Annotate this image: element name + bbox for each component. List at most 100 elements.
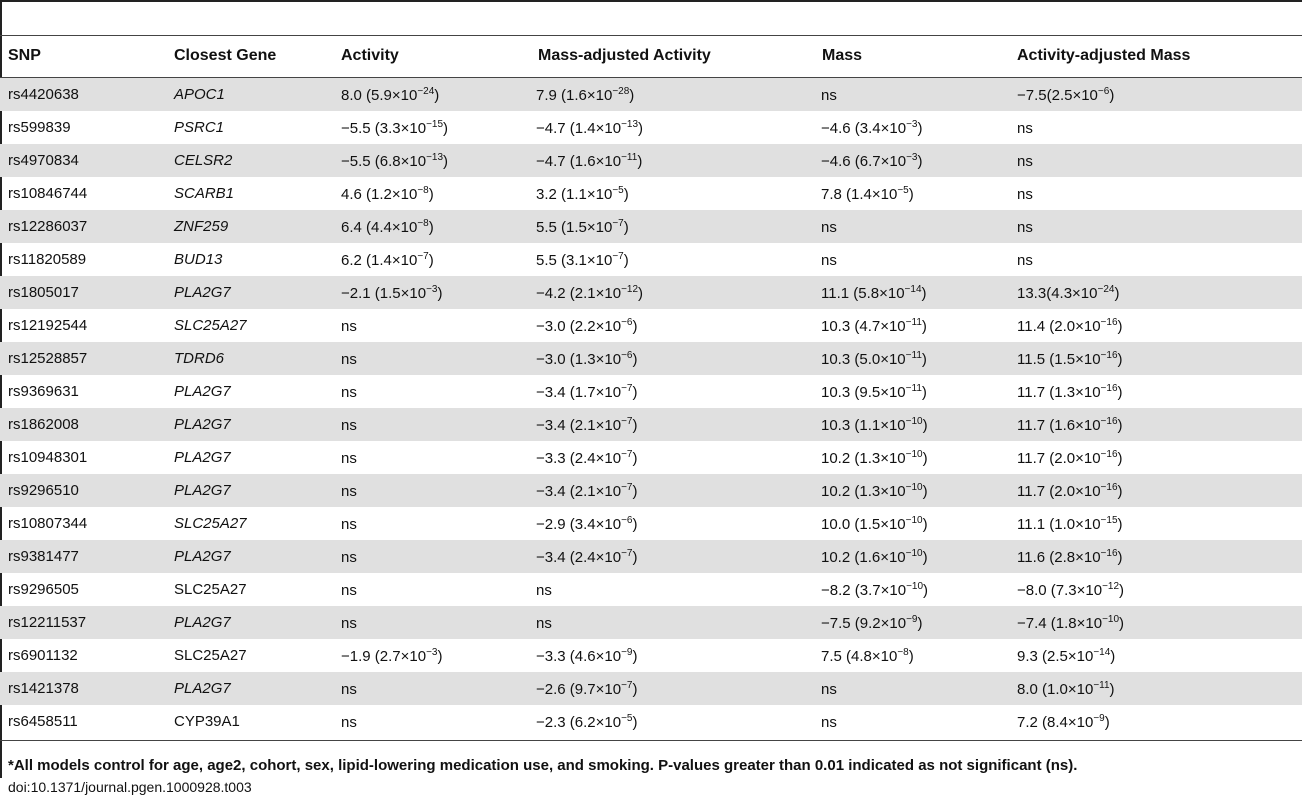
cell-gene-text: PLA2G7 xyxy=(174,614,231,631)
cell-activity-exponent: −24 xyxy=(417,85,435,97)
cell-activity: −2.1 (1.5×10−3) xyxy=(341,276,536,309)
cell-mass-text: 10.2 (1.3×10 xyxy=(821,449,906,467)
cell-activity-adjusted-mass-exponent: −16 xyxy=(1100,547,1118,559)
cell-activity-adjusted-mass: 11.5 (1.5×10−16) xyxy=(1017,342,1302,375)
cell-mass-exponent: −10 xyxy=(905,514,923,526)
cell-mass-adjusted-activity-exponent: −6 xyxy=(621,316,633,328)
cell-activity-adjusted-mass: ns xyxy=(1017,111,1302,144)
cell-activity: −1.9 (2.7×10−3) xyxy=(341,646,443,665)
cell-activity: ns xyxy=(341,474,536,507)
cell-gene-text: CELSR2 xyxy=(174,152,233,169)
cell-activity-adjusted-mass-text: 11.5 (1.5×10 xyxy=(1017,350,1101,368)
cell-gene-text: PLA2G7 xyxy=(174,680,231,697)
cell-snp: rs12528857 xyxy=(0,342,174,375)
cell-activity-text: ns xyxy=(341,383,357,401)
cell-mass-adjusted-activity: ns xyxy=(536,606,821,639)
cell-gene: PLA2G7 xyxy=(174,375,341,408)
cell-mass-adjusted-activity-text: 5.5 (1.5×10 xyxy=(536,218,613,236)
table-row: rs599839 PSRC1 −5.5 (3.3×10−15) −4.7 (1.4×1… xyxy=(0,111,1302,144)
cell-mass-adjusted-activity-text: −3.3 (4.6×10 xyxy=(536,647,622,665)
cell-activity-adjusted-mass-text: −7.5(2.5×10 xyxy=(1017,86,1098,104)
left-border xyxy=(0,0,2,778)
cell-snp-text: rs1805017 xyxy=(8,284,79,301)
footnote: *All models control for age, age2, cohor… xyxy=(8,757,1078,774)
cell-mass-adjusted-activity-exponent: −7 xyxy=(621,679,633,691)
cell-activity-adjusted-mass-text: 11.7 (2.0×10 xyxy=(1017,482,1101,500)
cell-mass-text: −7.5 (9.2×10 xyxy=(821,614,907,632)
cell-mass-adjusted-activity-text: −3.4 (2.1×10 xyxy=(536,482,622,500)
cell-gene: SLC25A27 xyxy=(174,309,341,342)
cell-snp: rs1421378 xyxy=(0,672,174,705)
cell-activity-adjusted-mass-exponent: −16 xyxy=(1100,481,1118,493)
cell-snp-text: rs12211537 xyxy=(8,614,87,631)
cell-gene: PLA2G7 xyxy=(174,606,341,639)
cell-mass-adjusted-activity-exponent: −7 xyxy=(621,448,633,460)
cell-mass-adjusted-activity: 3.2 (1.1×10−5) xyxy=(536,184,629,203)
cell-activity: ns xyxy=(341,705,536,738)
cell-activity-adjusted-mass-text: ns xyxy=(1017,119,1033,137)
cell-activity-adjusted-mass-exponent: −16 xyxy=(1100,349,1118,361)
table-row: rs10846744 SCARB1 4.6 (1.2×10−8) 3.2 (1.1×1… xyxy=(0,177,1302,210)
cell-snp: rs599839 xyxy=(0,111,174,144)
cell-snp: rs9296510 xyxy=(0,474,174,507)
cell-mass-text: 7.8 (1.4×10 xyxy=(821,185,898,203)
cell-mass: ns xyxy=(821,210,1017,243)
cell-mass-adjusted-activity-exponent: −7 xyxy=(612,217,624,229)
cell-mass-adjusted-activity: 5.5 (1.5×10−7) xyxy=(536,210,821,243)
cell-mass-adjusted-activity: −3.3 (2.4×10−7) xyxy=(536,448,638,467)
cell-snp: rs1805017 xyxy=(0,276,174,309)
cell-activity-adjusted-mass-exponent: −10 xyxy=(1102,613,1120,625)
cell-snp-text: rs9296505 xyxy=(8,581,79,598)
cell-snp-text: rs9381477 xyxy=(8,548,79,565)
table-row: rs4420638 APOC1 8.0 (5.9×10−24) 7.9 (1.6×10… xyxy=(0,78,1302,111)
cell-snp: rs9369631 xyxy=(0,375,174,408)
cell-mass-text: 10.0 (1.5×10 xyxy=(821,515,906,533)
cell-activity-adjusted-mass: 11.7 (2.0×10−16) xyxy=(1017,474,1302,507)
cell-mass-exponent: −10 xyxy=(905,481,923,493)
cell-activity: 6.2 (1.4×10−7) xyxy=(341,250,434,269)
cell-activity: ns xyxy=(341,672,536,705)
cell-mass: −8.2 (3.7×10−10) xyxy=(821,580,929,599)
cell-activity-adjusted-mass-exponent: −24 xyxy=(1097,283,1115,295)
cell-mass: ns xyxy=(821,78,1017,111)
cell-activity-adjusted-mass-text: 8.0 (1.0×10 xyxy=(1017,680,1094,698)
cell-snp-text: rs9296510 xyxy=(8,482,79,499)
cell-snp-text: rs12192544 xyxy=(8,317,88,334)
cell-mass: ns xyxy=(821,672,1017,705)
cell-mass-adjusted-activity: −4.2 (2.1×10−12) xyxy=(536,276,821,309)
cell-mass-adjusted-activity-text: −3.4 (1.7×10 xyxy=(536,383,622,401)
cell-gene: CYP39A1 xyxy=(174,705,341,738)
cell-activity-adjusted-mass: ns xyxy=(1017,177,1302,210)
cell-activity-adjusted-mass-exponent: −9 xyxy=(1093,712,1105,724)
cell-activity-exponent: −8 xyxy=(417,184,429,196)
cell-mass-exponent: −10 xyxy=(906,580,924,592)
cell-activity-text: −5.5 (6.8×10 xyxy=(341,152,427,170)
cell-snp-text: rs4970834 xyxy=(8,152,79,169)
cell-mass-adjusted-activity-exponent: −7 xyxy=(621,382,633,394)
cell-mass-adjusted-activity: −3.4 (2.4×10−7) xyxy=(536,540,821,573)
cell-activity: ns xyxy=(341,540,536,573)
cell-activity-adjusted-mass-text: 11.1 (1.0×10 xyxy=(1017,515,1101,533)
cell-activity-adjusted-mass-text: ns xyxy=(1017,152,1033,170)
cell-activity: ns xyxy=(341,408,536,441)
cell-mass: 10.3 (5.0×10−11) xyxy=(821,342,1017,375)
cell-snp: rs9381477 xyxy=(0,540,174,573)
cell-gene-text: PLA2G7 xyxy=(174,284,231,301)
cell-activity: 6.4 (4.4×10−8) xyxy=(341,210,536,243)
cell-snp-text: rs10846744 xyxy=(8,185,88,202)
cell-snp-text: rs6458511 xyxy=(8,713,78,730)
cell-activity-text: ns xyxy=(341,482,357,500)
cell-snp-text: rs4420638 xyxy=(8,86,79,103)
cell-mass-text: 10.3 (5.0×10 xyxy=(821,350,906,368)
cell-mass: 10.2 (1.3×10−10) xyxy=(821,448,928,467)
cell-activity-adjusted-mass-text: −7.4 (1.8×10 xyxy=(1017,614,1103,632)
cell-activity-adjusted-mass-text: ns xyxy=(1017,218,1033,236)
cell-mass-adjusted-activity-text: −2.6 (9.7×10 xyxy=(536,680,622,698)
cell-activity-adjusted-mass-text: 13.3(4.3×10 xyxy=(1017,284,1098,302)
cell-snp-text: rs10948301 xyxy=(8,449,88,466)
cell-mass-adjusted-activity-exponent: −7 xyxy=(621,547,633,559)
cell-snp-text: rs1862008 xyxy=(8,416,79,433)
cell-mass-adjusted-activity-exponent: −13 xyxy=(621,118,639,130)
cell-gene: TDRD6 xyxy=(174,342,341,375)
cell-gene: BUD13 xyxy=(174,243,341,276)
